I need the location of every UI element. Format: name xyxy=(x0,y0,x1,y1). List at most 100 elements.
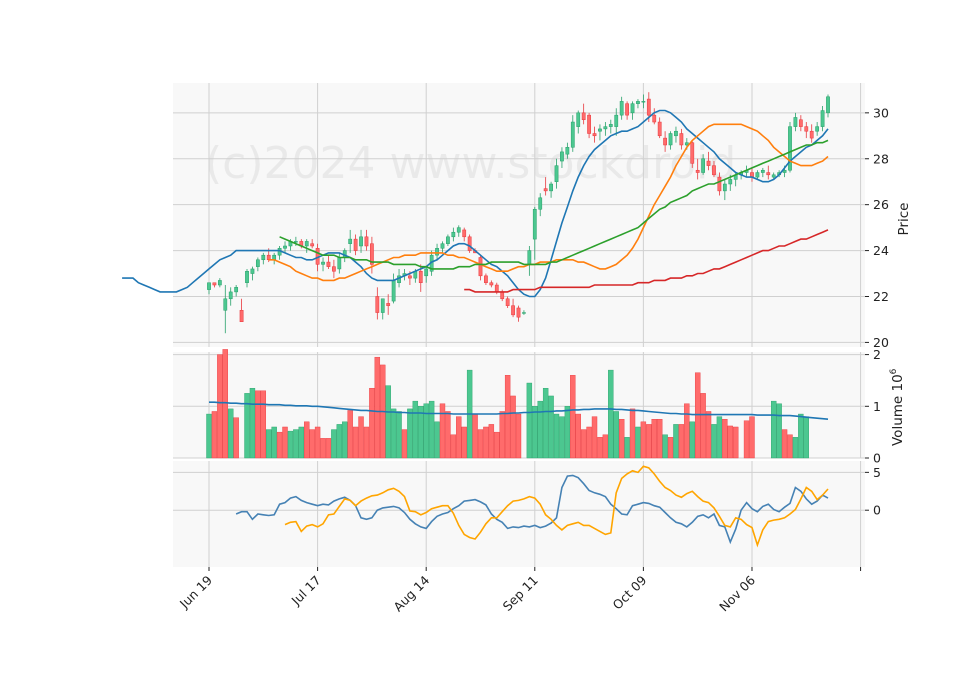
oscillator-lines xyxy=(235,465,829,548)
candle xyxy=(679,128,684,150)
volume-bar xyxy=(271,426,277,459)
volume-bar xyxy=(309,429,315,459)
candle xyxy=(701,154,705,175)
candle xyxy=(619,96,624,120)
candle xyxy=(668,131,673,150)
candle xyxy=(554,158,559,189)
volume-bar xyxy=(304,421,310,459)
candle xyxy=(663,131,667,152)
x-tick-label: Jun 19 xyxy=(176,572,215,611)
volume-bar xyxy=(331,429,337,459)
volume-tick-label: 2 xyxy=(873,347,881,362)
volume-bar xyxy=(711,424,717,459)
candle-body xyxy=(755,172,760,178)
watermark: (c)2024 www.stockdroid xyxy=(205,138,736,189)
volume-bar xyxy=(526,382,533,459)
volume-bar xyxy=(798,413,804,459)
candle-body xyxy=(293,241,298,243)
candle-body xyxy=(690,142,695,164)
candle xyxy=(310,239,315,249)
x-tick-label: Oct 09 xyxy=(610,572,650,612)
volume-axis-label: Volume 106 xyxy=(889,368,906,446)
volume-bar xyxy=(260,390,266,459)
candle xyxy=(348,229,353,253)
volume-bar xyxy=(222,349,228,459)
volume-bar xyxy=(640,421,647,459)
volume-bar xyxy=(678,424,685,459)
candle-body xyxy=(245,270,249,283)
oscillator-line xyxy=(235,474,829,545)
volume-bar xyxy=(472,413,478,459)
price-tick-label: 20 xyxy=(873,335,889,350)
candle-body xyxy=(516,307,521,318)
candle xyxy=(592,126,597,143)
volume-bar xyxy=(461,426,467,459)
candle-body xyxy=(370,243,374,265)
volume-axis-label-text: Volume 10 xyxy=(890,374,906,446)
candle-body xyxy=(391,280,396,302)
volume-bar xyxy=(548,395,554,459)
volume-bar xyxy=(575,413,581,459)
candle-body xyxy=(603,126,608,130)
volume-bar xyxy=(276,431,283,459)
x-tick-label: Sep 11 xyxy=(500,573,541,614)
volume-bar xyxy=(792,437,799,459)
candle xyxy=(722,179,727,201)
volume-bar xyxy=(298,426,305,459)
price-axis-label: Price xyxy=(896,203,912,236)
candle xyxy=(755,170,760,180)
moving-average-line xyxy=(268,123,829,282)
price-tick-label: 22 xyxy=(873,289,889,304)
candle-body xyxy=(321,261,325,265)
candle-body xyxy=(283,245,287,249)
volume-bar xyxy=(336,424,343,459)
volume-bar xyxy=(570,375,576,459)
volume-bar xyxy=(347,410,353,459)
volume-bar xyxy=(504,375,511,459)
volume-bar xyxy=(483,426,489,459)
candle-body xyxy=(587,114,591,134)
candle-body xyxy=(549,183,553,192)
candle-body xyxy=(446,236,450,244)
volume-bar xyxy=(716,416,723,459)
candle-body xyxy=(798,119,803,127)
candle xyxy=(549,181,553,198)
oscillator-panel: 05 xyxy=(173,461,881,567)
candle xyxy=(462,227,467,242)
candle xyxy=(212,282,217,288)
volume-bar xyxy=(667,437,674,459)
candle xyxy=(598,124,602,141)
volume-bar xyxy=(314,426,321,459)
candle xyxy=(560,147,564,168)
candle xyxy=(364,229,369,251)
candle-body xyxy=(484,275,488,283)
candle-body xyxy=(695,169,700,173)
candle xyxy=(695,158,700,180)
candle xyxy=(815,122,820,136)
volume-bar xyxy=(705,411,712,459)
volume-bar xyxy=(407,408,413,459)
candle xyxy=(690,140,695,168)
candle xyxy=(614,108,619,136)
candle xyxy=(239,298,244,322)
candle xyxy=(565,142,570,159)
volume-axis-label-exponent: 6 xyxy=(889,368,899,374)
volume-tick-label: 1 xyxy=(873,399,881,414)
candle xyxy=(630,101,635,120)
candle xyxy=(804,122,809,139)
volume-bar xyxy=(477,429,484,459)
volume-bar xyxy=(542,387,549,459)
candle xyxy=(250,266,255,281)
volume-bar xyxy=(358,416,364,459)
volume-bar xyxy=(488,424,495,459)
candle-body xyxy=(234,287,239,293)
candle-body xyxy=(809,130,814,139)
candle-body xyxy=(657,121,662,137)
candle-body xyxy=(619,101,624,116)
candle-body xyxy=(250,268,255,274)
volume-bar xyxy=(282,426,288,459)
oscillator-grid xyxy=(173,461,865,567)
candle-body xyxy=(717,176,722,192)
candle xyxy=(570,115,575,152)
candle-body xyxy=(228,291,233,300)
